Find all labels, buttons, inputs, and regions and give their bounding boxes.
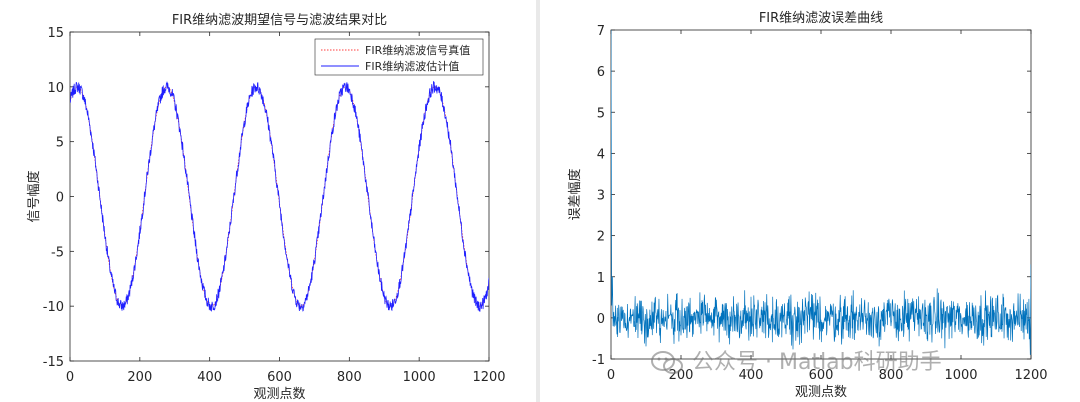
y-tick-label: -5 [51, 245, 64, 260]
x-tick-label: 400 [739, 368, 764, 383]
plot-area [610, 29, 1032, 360]
x-tick-label: 800 [337, 370, 362, 385]
x-tick-label: 600 [267, 370, 292, 385]
x-tick-label: 1000 [944, 368, 977, 383]
y-tick-label: 5 [597, 106, 605, 121]
x-tick-label: 1200 [1014, 368, 1047, 383]
y-tick-label: 15 [47, 26, 64, 41]
y-tick-label: 2 [597, 230, 605, 245]
y-tick-label: 0 [597, 312, 605, 327]
wechat-icon [651, 351, 683, 374]
x-tick-label: 0 [607, 368, 615, 383]
y-tick-label: 1 [597, 271, 605, 286]
x-axis-label: 观测点数 [253, 387, 305, 402]
x-tick-label: 1000 [403, 370, 436, 385]
plot-area [69, 31, 490, 362]
panel-divider [536, 0, 540, 402]
y-tick-label: -1 [592, 353, 605, 368]
y-axis-label: 误差幅度 [567, 168, 583, 220]
x-tick-label: 800 [879, 368, 904, 383]
x-tick-label: 0 [66, 370, 74, 385]
legend: FIR维纳滤波信号真值 FIR维纳滤波估计值 [314, 38, 484, 76]
x-tick-label: 200 [127, 370, 152, 385]
x-tick-label: 1200 [472, 370, 505, 385]
y-tick-label: 3 [597, 189, 605, 204]
series-estimate-line [70, 80, 489, 312]
series-error-line [611, 30, 1031, 355]
x-axis-label: 观测点数 [795, 385, 847, 400]
y-tick-label: -15 [43, 355, 64, 370]
watermark: 公众号 · Matlab科研助手 [650, 344, 942, 376]
y-tick-label: 4 [597, 147, 605, 162]
legend-box [314, 38, 484, 76]
chart-title: FIR维纳滤波误差曲线 [759, 11, 883, 26]
x-tick-label: 200 [669, 368, 694, 383]
legend-label-true: FIR维纳滤波信号真值 [365, 43, 470, 57]
y-axis-label: 信号幅度 [26, 170, 42, 222]
legend-label-estimate: FIR维纳滤波估计值 [365, 60, 459, 73]
watermark-text: 公众号 · Matlab科研助手 [692, 350, 942, 375]
y-tick-label: 10 [47, 81, 64, 96]
y-tick-label: 7 [597, 24, 605, 39]
chart-1: FIR维纳滤波信号真值 FIR维纳滤波估计值 [69, 31, 490, 362]
chart-title: FIR维纳滤波期望信号与滤波结果对比 [172, 12, 387, 28]
x-tick-label: 400 [197, 370, 222, 385]
y-tick-label: 5 [56, 136, 64, 151]
y-tick-label: 0 [56, 191, 64, 206]
y-tick-label: 6 [597, 65, 605, 80]
x-tick-label: 600 [809, 368, 834, 383]
chart-2 [610, 29, 1032, 360]
y-tick-label: -10 [43, 300, 64, 315]
